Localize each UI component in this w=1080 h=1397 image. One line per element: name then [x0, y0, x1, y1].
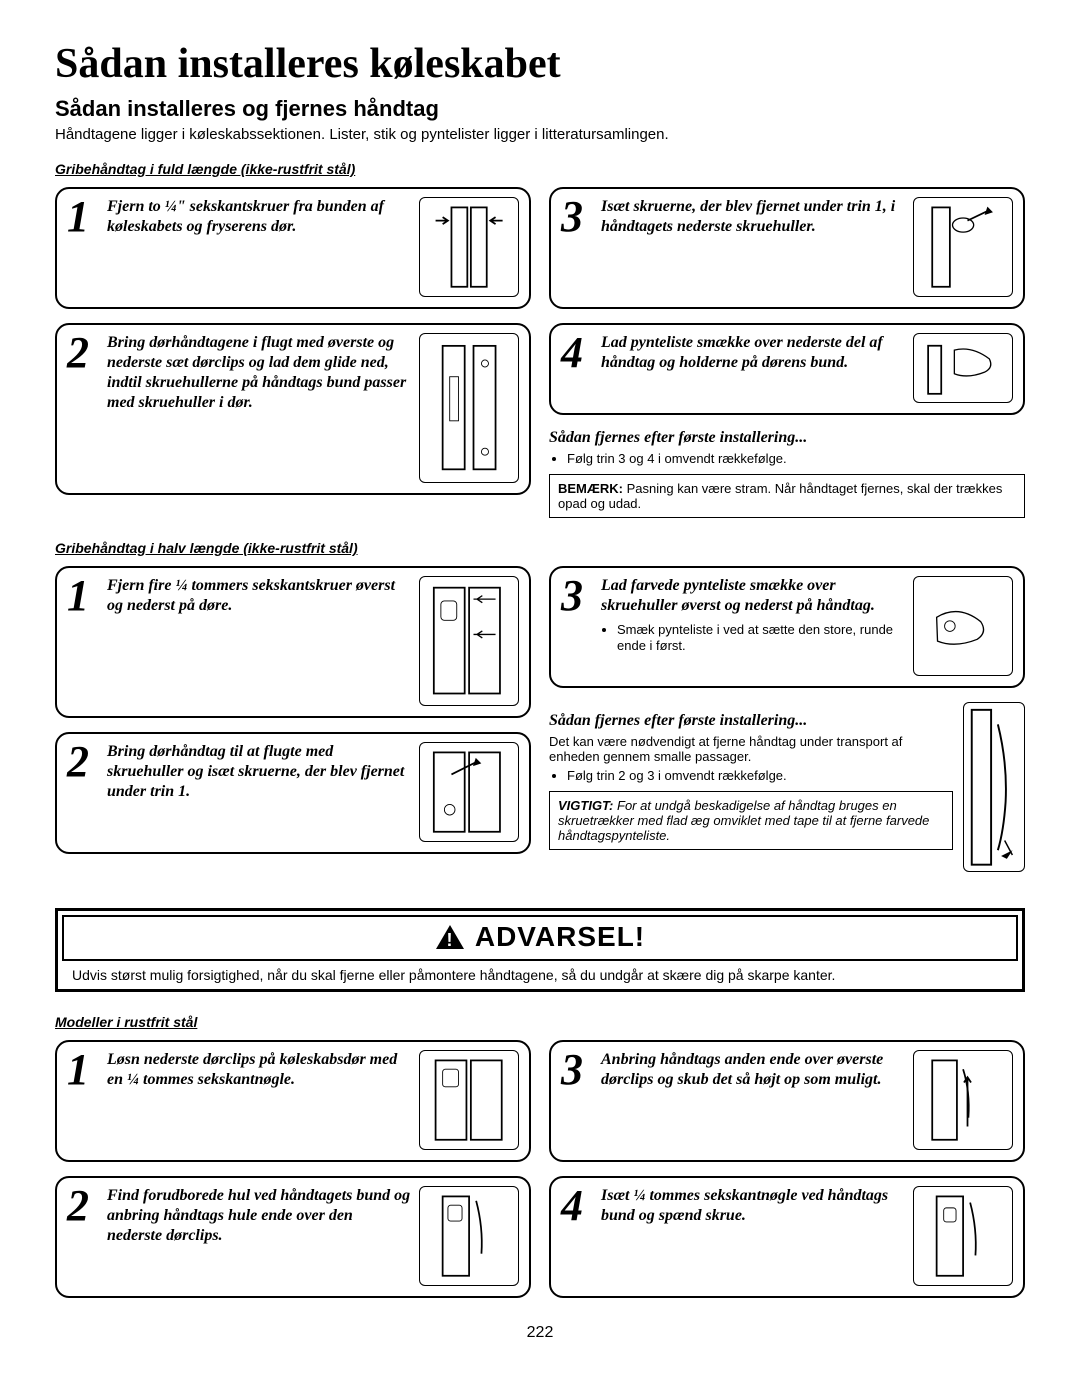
step-number: 3	[561, 197, 593, 237]
illustration	[913, 333, 1013, 403]
important-label: VIGTIGT:	[558, 798, 613, 813]
section-b-label: Gribehåndtag i halv længde (ikke-rustfri…	[55, 540, 1025, 556]
illustration	[419, 1050, 519, 1150]
step-number: 2	[67, 333, 99, 373]
step-number: 4	[561, 1186, 593, 1226]
section-b-grid: 1 Fjern fire ¼ tommers sekskantskruer øv…	[55, 566, 1025, 886]
step-number: 2	[67, 1186, 99, 1226]
step-c4: 4 Isæt ¼ tommes sekskantnøgle ved håndta…	[549, 1176, 1025, 1298]
step-number: 3	[561, 1050, 593, 1090]
step-a3: 3 Isæt skruerne, der blev fjernet under …	[549, 187, 1025, 309]
note-text: Pasning kan være stram. Når håndtaget fj…	[558, 481, 1002, 511]
illustration	[913, 1050, 1013, 1150]
after-install-label: Sådan fjernes efter første installering.…	[549, 429, 1025, 447]
illustration	[419, 742, 519, 842]
step-a4: 4 Lad pynteliste smække over nederste de…	[549, 323, 1025, 415]
step-number: 3	[561, 576, 593, 616]
section-b-after: Sådan fjernes efter første installering.…	[549, 702, 1025, 872]
section-a-after: Sådan fjernes efter første installering.…	[549, 429, 1025, 518]
step-c3: 3 Anbring håndtags anden ende over øvers…	[549, 1040, 1025, 1162]
illustration	[913, 1186, 1013, 1286]
after-bullet: Følg trin 2 og 3 i omvendt rækkefølge.	[567, 768, 953, 783]
step-number: 1	[67, 576, 99, 616]
page-subtitle: Sådan installeres og fjernes håndtag	[55, 96, 1025, 122]
after-bullet: Følg trin 3 og 4 i omvendt rækkefølge.	[567, 451, 1025, 466]
after-p1: Det kan være nødvendigt at fjerne håndta…	[549, 734, 953, 764]
step-b2: 2 Bring dørhåndtag til at flugte med skr…	[55, 732, 531, 854]
step-number: 4	[561, 333, 593, 373]
step-text: Bring dørhåndtag til at flugte med skrue…	[107, 742, 411, 802]
illustration	[419, 576, 519, 706]
step-a2: 2 Bring dørhåndtagene i flugt med øverst…	[55, 323, 531, 495]
step-a1: 1 Fjern to ¼" sekskantskruer fra bunden …	[55, 187, 531, 309]
section-b-right: 3 Lad farvede pynteliste smække over skr…	[549, 566, 1025, 886]
important-text: For at undgå beskadigelse af håndtag bru…	[558, 798, 929, 843]
step-c1: 1 Løsn nederste dørclips på køleskabsdør…	[55, 1040, 531, 1162]
warning-title: ADVARSEL!	[475, 921, 645, 953]
step-sub-text: Smæk pynteliste i ved at sætte den store…	[617, 622, 905, 655]
step-text: Isæt skruerne, der blev fjernet under tr…	[601, 197, 905, 237]
step-text: Lad pynteliste smække over nederste del …	[601, 333, 905, 373]
section-a-label: Gribehåndtag i fuld længde (ikke-rustfri…	[55, 161, 1025, 177]
section-c-label: Modeller i rustfrit stål	[55, 1014, 1025, 1030]
illustration	[419, 197, 519, 297]
step-text: Fjern fire ¼ tommers sekskantskruer øver…	[107, 576, 411, 616]
warning-header: ! ADVARSEL!	[62, 915, 1018, 961]
step-text: Anbring håndtags anden ende over øverste…	[601, 1050, 905, 1090]
section-a-right: 3 Isæt skruerne, der blev fjernet under …	[549, 187, 1025, 532]
step-main-text: Lad farvede pynteliste smække over skrue…	[601, 577, 875, 614]
illustration	[963, 702, 1025, 872]
warning-icon: !	[435, 924, 465, 950]
illustration	[913, 197, 1013, 297]
important-box: VIGTIGT: For at undgå beskadigelse af hå…	[549, 791, 953, 850]
page-number: 222	[55, 1324, 1025, 1342]
step-text: Fjern to ¼" sekskantskruer fra bunden af…	[107, 197, 411, 237]
section-a-grid: 1 Fjern to ¼" sekskantskruer fra bunden …	[55, 187, 1025, 532]
step-b3: 3 Lad farvede pynteliste smække over skr…	[549, 566, 1025, 688]
step-text: Lad farvede pynteliste smække over skrue…	[601, 576, 905, 655]
step-number: 1	[67, 197, 99, 237]
section-c-grid: 1 Løsn nederste dørclips på køleskabsdør…	[55, 1040, 1025, 1312]
illustration	[419, 1186, 519, 1286]
illustration	[913, 576, 1013, 676]
after-install-label: Sådan fjernes efter første installering.…	[549, 712, 953, 730]
step-text: Bring dørhåndtagene i flugt med øverste …	[107, 333, 411, 413]
section-c-right: 3 Anbring håndtags anden ende over øvers…	[549, 1040, 1025, 1312]
step-text: Isæt ¼ tommes sekskantnøgle ved håndtags…	[601, 1186, 905, 1226]
page-title: Sådan installeres køleskabet	[55, 40, 1025, 88]
section-b-left: 1 Fjern fire ¼ tommers sekskantskruer øv…	[55, 566, 531, 886]
note-box: BEMÆRK: Pasning kan være stram. Når hånd…	[549, 474, 1025, 518]
illustration	[419, 333, 519, 483]
section-a-left: 1 Fjern to ¼" sekskantskruer fra bunden …	[55, 187, 531, 532]
step-number: 1	[67, 1050, 99, 1090]
step-number: 2	[67, 742, 99, 782]
step-b1: 1 Fjern fire ¼ tommers sekskantskruer øv…	[55, 566, 531, 718]
note-label: BEMÆRK:	[558, 481, 623, 496]
step-c2: 2 Find forudborede hul ved håndtagets bu…	[55, 1176, 531, 1298]
step-text: Løsn nederste dørclips på køleskabsdør m…	[107, 1050, 411, 1090]
intro-text: Håndtagene ligger i køleskabssektionen. …	[55, 126, 1025, 143]
step-text: Find forudborede hul ved håndtagets bund…	[107, 1186, 411, 1246]
warning-box: ! ADVARSEL! Udvis størst mulig forsigtig…	[55, 908, 1025, 992]
section-c-left: 1 Løsn nederste dørclips på køleskabsdør…	[55, 1040, 531, 1312]
svg-text:!: !	[446, 930, 453, 950]
warning-text: Udvis størst mulig forsigtighed, når du …	[62, 961, 1018, 985]
